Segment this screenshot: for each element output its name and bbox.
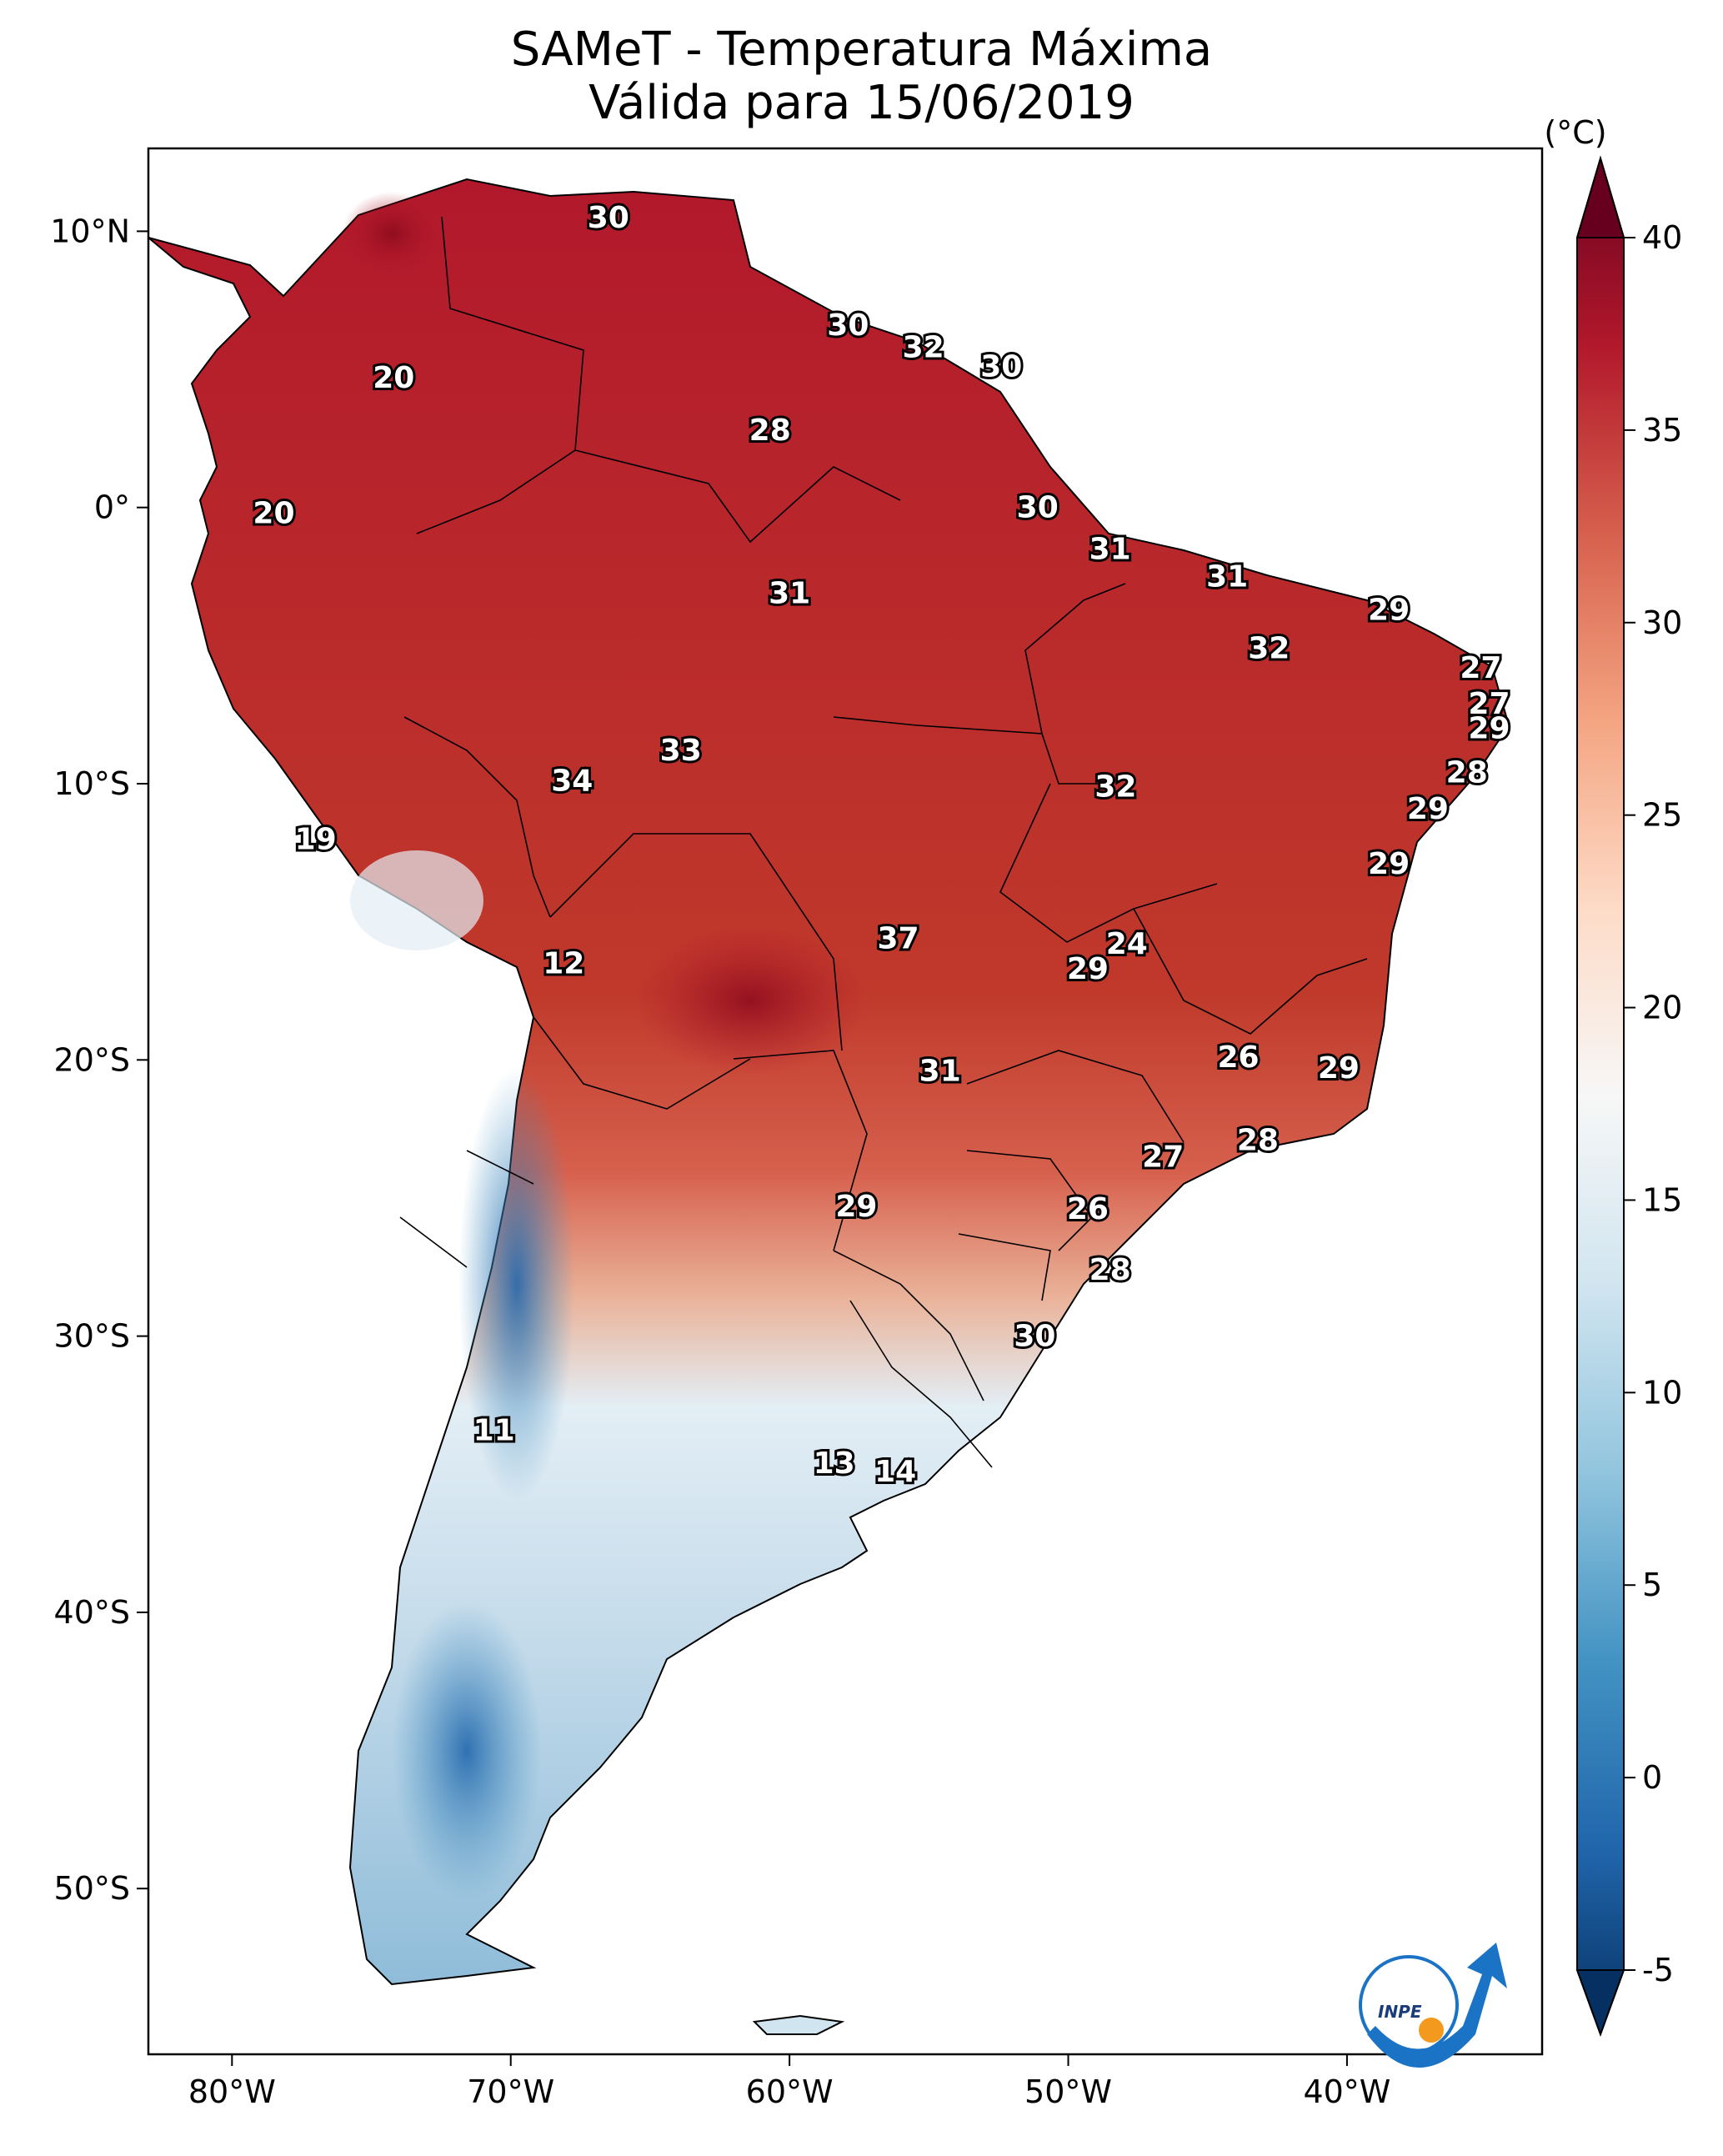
city-temperature-label: 29 bbox=[1407, 792, 1449, 826]
country-borders bbox=[399, 216, 1368, 1468]
colorbar-unit: (°C) bbox=[1544, 114, 1606, 151]
city-temperature-label: 19 bbox=[295, 822, 337, 856]
city-temperature-label: 27 bbox=[1142, 1140, 1184, 1174]
city-temperature-label: 24 bbox=[1106, 927, 1148, 961]
city-temperature-label: 31 bbox=[919, 1055, 961, 1089]
patagonia-cold-band bbox=[392, 1601, 542, 1901]
lat-tick-label: 40°S bbox=[54, 1594, 130, 1631]
lon-tick-label: 60°W bbox=[746, 2073, 834, 2110]
lat-tick-label: 10°N bbox=[50, 213, 130, 249]
city-temperature-label: 32 bbox=[903, 331, 944, 365]
colorbar-tick-label: 40 bbox=[1642, 219, 1682, 256]
colorbar-tick-label: 0 bbox=[1642, 1759, 1662, 1796]
maracaibo-hot-core bbox=[342, 192, 442, 275]
colorbar-tick-label: 15 bbox=[1642, 1181, 1682, 1218]
south-america-land bbox=[148, 178, 1510, 1986]
city-temperature-label: 30 bbox=[1017, 491, 1059, 525]
city-temperature-label: 32 bbox=[1248, 632, 1290, 666]
map-subtitle: Válida para 15/06/2019 bbox=[589, 76, 1134, 130]
city-temperature-label: 30 bbox=[1014, 1320, 1055, 1354]
colorbar-max-extend bbox=[1575, 155, 1625, 238]
lon-tick-label: 80°W bbox=[188, 2073, 276, 2110]
city-temperature-label: 28 bbox=[1089, 1253, 1131, 1287]
colorbar-tick-label: 30 bbox=[1642, 604, 1682, 641]
colorbar-min-extend bbox=[1575, 1969, 1625, 2037]
city-temperature-label: 29 bbox=[1368, 593, 1410, 627]
colorbar: 40 35 30 25 20 15 10 5 0 -5 (°C) bbox=[1544, 114, 1682, 2037]
logo-dot bbox=[1419, 2018, 1444, 2043]
city-temperature-label: 13 bbox=[814, 1447, 855, 1481]
falkland-islands bbox=[752, 2014, 845, 2035]
chaco-hot-core bbox=[634, 925, 867, 1075]
lon-tick-label: 50°W bbox=[1024, 2073, 1112, 2110]
city-temperature-label: 20 bbox=[253, 496, 294, 530]
andes-cold-band bbox=[458, 1067, 575, 1501]
lat-tick-label: 10°S bbox=[54, 765, 130, 802]
inpe-logo: INPE bbox=[1359, 1943, 1507, 2068]
colorbar-ticks: 40 35 30 25 20 15 10 5 0 -5 bbox=[1624, 219, 1682, 1988]
city-temperature-label: 31 bbox=[1206, 560, 1248, 594]
city-temperature-label: 29 bbox=[1468, 712, 1510, 746]
map-title: SAMeT - Temperatura Máxima bbox=[510, 23, 1213, 77]
city-temperature-label: 20 bbox=[373, 361, 414, 395]
latitude-axis: 10°N 0° 10°S 20°S 30°S 40°S 50°S bbox=[50, 213, 148, 1907]
city-temperature-label: 30 bbox=[980, 350, 1022, 384]
city-temperature-label: 31 bbox=[1089, 532, 1131, 566]
colorbar-tick-label: 25 bbox=[1642, 797, 1682, 834]
city-temperature-label: 11 bbox=[473, 1413, 515, 1447]
lon-tick-label: 40°W bbox=[1303, 2073, 1390, 2110]
city-temperature-label: 30 bbox=[588, 201, 629, 235]
city-temperature-label: 29 bbox=[835, 1190, 877, 1224]
lat-tick-label: 0° bbox=[94, 489, 130, 526]
longitude-axis: 80°W 70°W 60°W 50°W 40°W bbox=[188, 2054, 1390, 2110]
colorbar-tick-label: 20 bbox=[1642, 990, 1682, 1026]
city-temperature-label: 14 bbox=[874, 1455, 916, 1489]
logo-arrow bbox=[1367, 1943, 1507, 2068]
temperature-field bbox=[148, 178, 1510, 2035]
city-temperature-label: 27 bbox=[1468, 687, 1510, 721]
lat-tick-label: 50°S bbox=[54, 1870, 130, 1907]
city-temperature-label: 29 bbox=[1368, 847, 1410, 881]
city-temperature-label: 28 bbox=[1237, 1123, 1279, 1157]
city-temperature-label: 27 bbox=[1460, 651, 1501, 685]
city-temperature-label: 12 bbox=[543, 946, 584, 980]
lon-tick-label: 70°W bbox=[467, 2073, 554, 2110]
altiplano-cool bbox=[350, 850, 483, 950]
map-frame bbox=[147, 147, 1544, 2056]
city-temperature-label: 33 bbox=[660, 734, 702, 768]
city-temperature-label: 30 bbox=[827, 308, 869, 343]
city-temperature-label: 26 bbox=[1067, 1192, 1109, 1226]
colorbar-body bbox=[1576, 155, 1625, 2037]
city-temperature-label: 34 bbox=[551, 765, 593, 799]
city-temperature-label: 26 bbox=[1217, 1040, 1259, 1075]
city-temperature-label: 31 bbox=[769, 576, 810, 610]
lat-tick-label: 20°S bbox=[54, 1041, 130, 1078]
city-temperature-label: 28 bbox=[1446, 756, 1488, 790]
colorbar-tick-label: 5 bbox=[1642, 1567, 1662, 1603]
city-temperature-label: 29 bbox=[1067, 952, 1109, 986]
city-temperature-label: 28 bbox=[749, 414, 791, 448]
logo-text: INPE bbox=[1378, 2002, 1422, 2022]
city-temperature-label: 32 bbox=[1094, 770, 1136, 804]
colorbar-tick-label: -5 bbox=[1642, 1952, 1674, 1988]
lat-tick-label: 30°S bbox=[54, 1318, 130, 1355]
colorbar-tick-label: 35 bbox=[1642, 412, 1682, 449]
colorbar-tick-label: 10 bbox=[1642, 1374, 1682, 1411]
city-temperature-label: 37 bbox=[877, 922, 919, 956]
city-temperature-label: 29 bbox=[1318, 1051, 1360, 1086]
